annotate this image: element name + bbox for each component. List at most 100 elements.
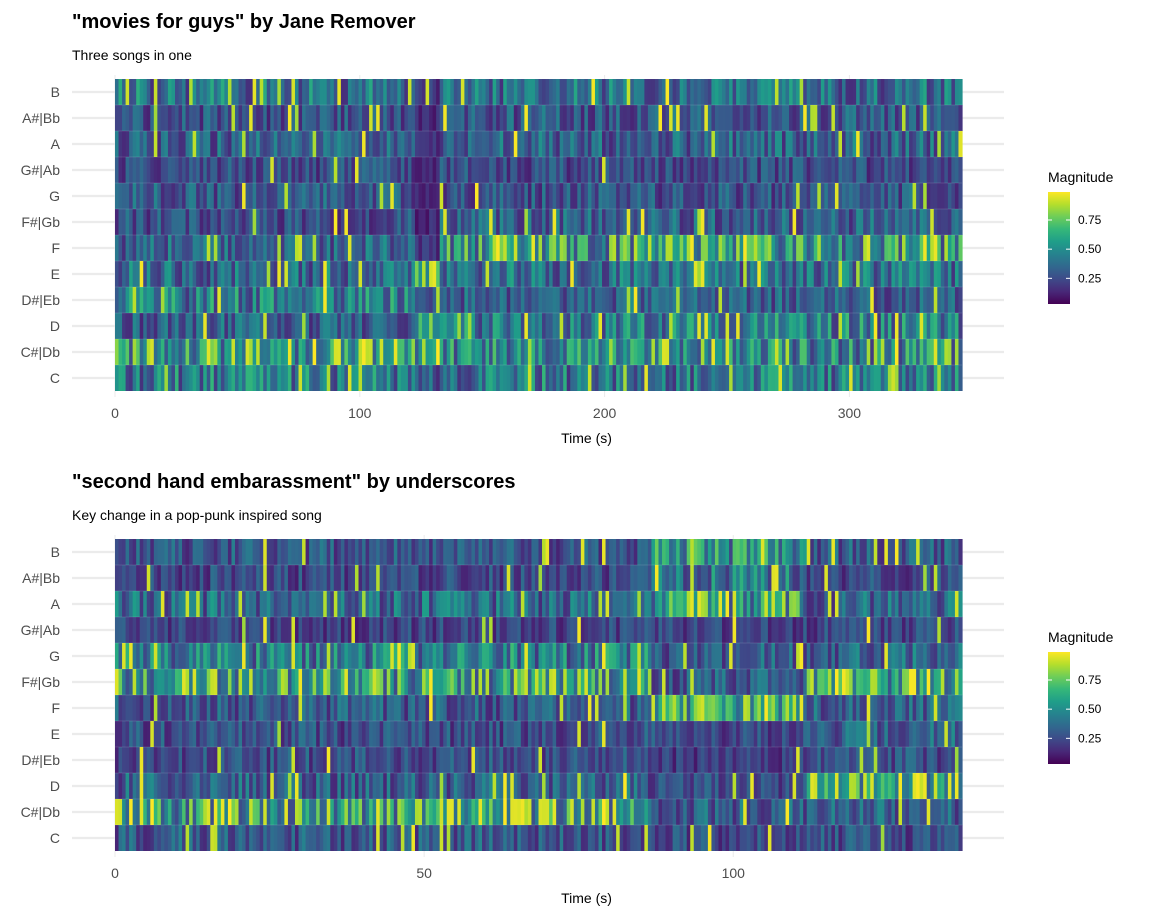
heatmap-cell xyxy=(326,565,331,591)
heatmap-cell xyxy=(842,209,847,235)
heatmap-cell xyxy=(683,721,688,747)
heatmap-cell xyxy=(471,591,476,617)
heatmap-cell xyxy=(827,131,833,157)
heatmap-cell xyxy=(510,591,515,617)
heatmap-cell xyxy=(291,565,296,591)
heatmap-cell xyxy=(672,747,677,773)
heatmap-cell xyxy=(690,287,695,313)
heatmap-cell xyxy=(407,799,413,825)
heatmap-cell xyxy=(347,695,353,721)
heatmap-cell xyxy=(312,313,317,339)
heatmap-cell xyxy=(803,79,808,105)
heatmap-cell xyxy=(605,539,610,565)
heatmap-cell xyxy=(429,183,434,209)
heatmap-cell xyxy=(771,105,776,131)
heatmap-cell xyxy=(199,617,204,643)
heatmap-cell xyxy=(460,157,465,183)
heatmap-cell xyxy=(570,183,575,209)
heatmap-cell xyxy=(203,799,208,825)
heatmap-cell xyxy=(189,565,194,591)
heatmap-cell xyxy=(227,235,233,261)
heatmap-cell xyxy=(393,313,398,339)
heatmap-cell xyxy=(379,669,384,695)
heatmap-cell xyxy=(178,747,183,773)
heatmap-cell xyxy=(129,235,134,261)
heatmap-cell xyxy=(340,747,345,773)
heatmap-cell xyxy=(139,565,144,591)
heatmap-cell xyxy=(538,339,543,365)
heatmap-cell xyxy=(785,235,790,261)
heatmap-cell xyxy=(662,235,667,261)
heatmap-cell xyxy=(831,339,836,365)
heatmap-cell xyxy=(700,539,705,565)
heatmap-cell xyxy=(510,339,515,365)
heatmap-cell xyxy=(683,209,688,235)
heatmap-cell xyxy=(238,617,243,643)
heatmap-cell xyxy=(266,617,271,643)
heatmap-cell xyxy=(263,617,268,643)
heatmap-cell xyxy=(640,591,645,617)
heatmap-cell xyxy=(630,539,635,565)
heatmap-cell xyxy=(259,287,264,313)
heatmap-cell xyxy=(492,799,497,825)
heatmap-cell xyxy=(369,261,374,287)
heatmap-cell xyxy=(640,365,645,391)
heatmap-cell xyxy=(729,287,734,313)
heatmap-cell xyxy=(707,365,713,391)
heatmap-cell xyxy=(298,643,303,669)
heatmap-cell xyxy=(362,617,367,643)
heatmap-cell xyxy=(347,183,353,209)
heatmap-cell xyxy=(319,799,324,825)
heatmap-cell xyxy=(404,747,409,773)
heatmap-cell xyxy=(418,617,423,643)
heatmap-cell xyxy=(785,313,790,339)
heatmap-cell xyxy=(736,209,741,235)
heatmap-cell xyxy=(425,157,430,183)
heatmap-cell xyxy=(199,131,204,157)
heatmap-cell xyxy=(662,183,667,209)
heatmap-cell xyxy=(234,105,240,131)
heatmap-cell xyxy=(880,209,885,235)
heatmap-cell xyxy=(559,339,564,365)
heatmap-cell xyxy=(249,721,254,747)
heatmap-cell xyxy=(227,105,233,131)
heatmap-cell xyxy=(153,617,158,643)
heatmap-cell xyxy=(506,721,511,747)
heatmap-cell xyxy=(538,617,543,643)
heatmap-cell xyxy=(658,591,663,617)
heatmap-cell xyxy=(238,157,243,183)
heatmap-cell xyxy=(284,539,289,565)
heatmap-cell xyxy=(538,643,543,669)
heatmap-cell xyxy=(171,313,176,339)
heatmap-cell xyxy=(379,365,384,391)
heatmap-cell xyxy=(602,339,607,365)
heatmap-cell xyxy=(439,825,444,851)
heatmap-cell xyxy=(782,339,787,365)
heatmap-cell xyxy=(418,365,423,391)
heatmap-cell xyxy=(616,287,621,313)
heatmap-cell xyxy=(736,261,741,287)
heatmap-cell xyxy=(157,365,162,391)
heatmap-cell xyxy=(697,565,702,591)
heatmap-cell xyxy=(203,313,208,339)
heatmap-cell xyxy=(944,365,949,391)
heatmap-cell xyxy=(118,617,123,643)
heatmap-cell xyxy=(227,773,233,799)
heatmap-cell xyxy=(210,669,215,695)
heatmap-cell xyxy=(679,365,684,391)
heatmap-cell xyxy=(870,235,875,261)
heatmap-cell xyxy=(273,183,278,209)
heatmap-cell xyxy=(933,365,938,391)
heatmap-cell xyxy=(587,365,593,391)
heatmap-cell xyxy=(669,617,674,643)
heatmap-cell xyxy=(619,131,624,157)
heatmap-cell xyxy=(556,747,561,773)
heatmap-cell xyxy=(115,773,120,799)
heatmap-cell xyxy=(499,131,504,157)
heatmap-cell xyxy=(238,799,243,825)
heatmap-cell xyxy=(242,643,247,669)
heatmap-cell xyxy=(926,105,931,131)
heatmap-cell xyxy=(404,235,409,261)
heatmap-cell xyxy=(383,235,388,261)
chart-subtitle: Key change in a pop-punk inspired song xyxy=(72,507,322,523)
